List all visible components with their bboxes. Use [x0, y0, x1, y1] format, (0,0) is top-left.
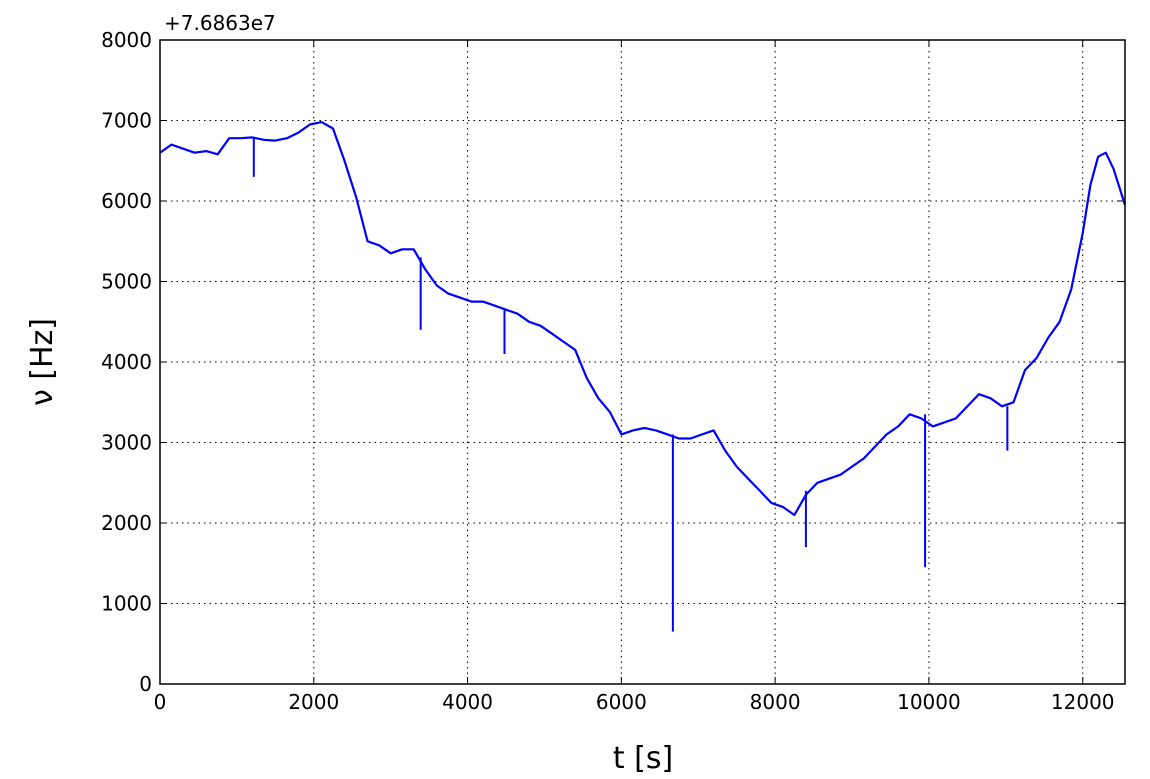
x-tick-label: 12000 [1051, 690, 1115, 714]
x-tick-label: 0 [154, 690, 167, 714]
y-tick-label: 7000 [101, 109, 152, 133]
x-tick-label: 2000 [288, 690, 339, 714]
y-offset-label: +7.6863e7 [164, 11, 276, 35]
x-axis-ticks: 0 2000 4000 6000 8000 10000 12000 [154, 40, 1115, 714]
x-tick-label: 6000 [596, 690, 647, 714]
x-tick-label: 10000 [897, 690, 961, 714]
y-tick-label: 6000 [101, 189, 152, 213]
y-tick-label: 1000 [101, 592, 152, 616]
series-group [159, 120, 1127, 632]
y-axis-ticks: 0 1000 2000 3000 4000 5000 6000 7000 8000 [101, 28, 1125, 696]
series-line [159, 120, 1127, 517]
y-axis-label: ν [Hz] [25, 318, 60, 406]
x-axis-label: t [s] [613, 741, 673, 776]
plot-frame [159, 39, 1126, 685]
x-tick-label: 8000 [750, 690, 801, 714]
y-tick-label: 3000 [101, 431, 152, 455]
x-tick-label: 4000 [442, 690, 493, 714]
y-tick-label: 8000 [101, 28, 152, 52]
grid [160, 40, 1125, 684]
y-tick-label: 5000 [101, 270, 152, 294]
y-tick-label: 4000 [101, 350, 152, 374]
y-tick-label: 0 [139, 672, 152, 696]
y-tick-label: 2000 [101, 511, 152, 535]
